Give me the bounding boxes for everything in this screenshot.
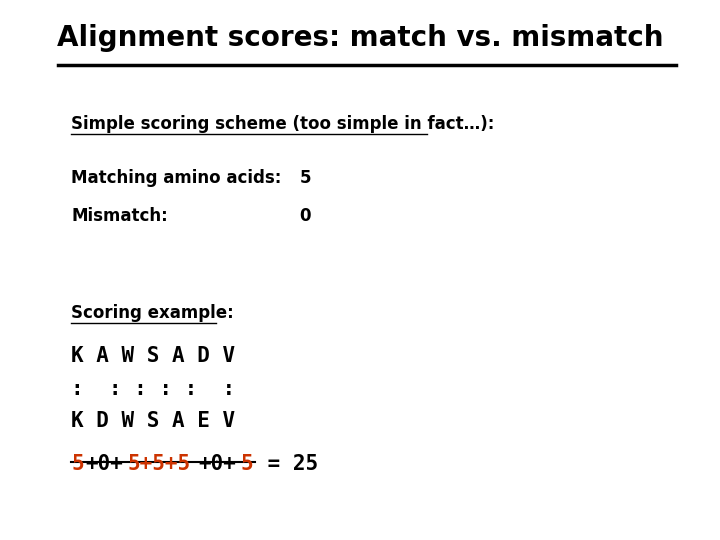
Text: :  : : : :  :: : : : : : : — [71, 379, 235, 399]
Text: 5: 5 — [240, 454, 253, 475]
Text: +0+: +0+ — [198, 454, 236, 475]
Text: 0: 0 — [300, 207, 311, 225]
Text: K D W S A E V: K D W S A E V — [71, 411, 235, 431]
Text: 5: 5 — [71, 454, 84, 475]
Text: Matching amino acids:: Matching amino acids: — [71, 169, 282, 187]
Text: 5+5+5: 5+5+5 — [127, 454, 191, 475]
Text: Scoring example:: Scoring example: — [71, 304, 234, 322]
Text: = 25: = 25 — [255, 454, 318, 475]
Text: Mismatch:: Mismatch: — [71, 207, 168, 225]
Text: 5: 5 — [300, 169, 311, 187]
Text: Simple scoring scheme (too simple in fact…):: Simple scoring scheme (too simple in fac… — [71, 115, 495, 133]
Text: K A W S A D V: K A W S A D V — [71, 346, 235, 367]
Text: Alignment scores: match vs. mismatch: Alignment scores: match vs. mismatch — [57, 24, 663, 52]
Text: +0+: +0+ — [86, 454, 123, 475]
